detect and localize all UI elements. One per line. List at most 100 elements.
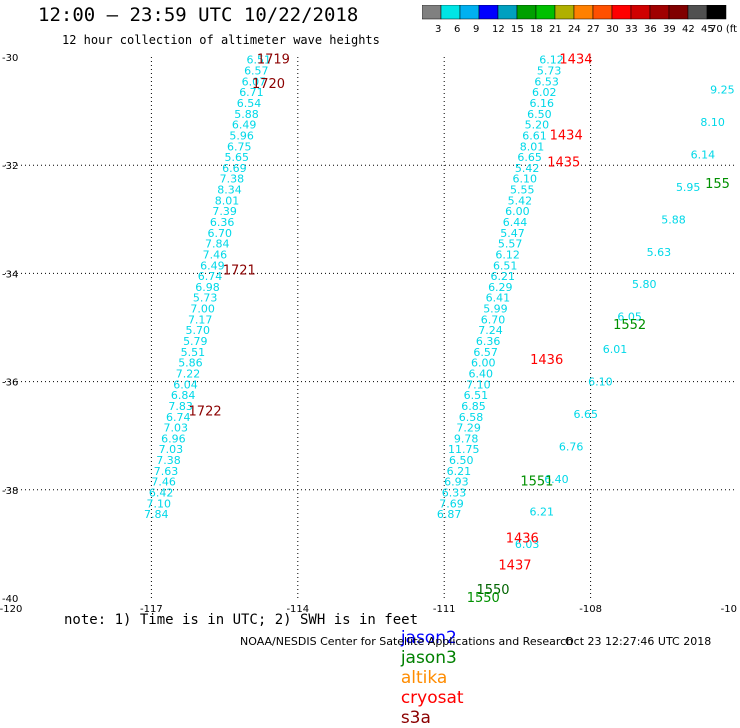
data-point-cryosat: 6.57 bbox=[244, 65, 269, 78]
data-point-jason3: 5.63 bbox=[647, 246, 672, 259]
x-tick-label: -111 bbox=[433, 604, 456, 615]
data-point-cryosat: 7.03 bbox=[164, 422, 189, 435]
data-point-s3a: 6.12 bbox=[495, 248, 520, 261]
y-tick-label: -38 bbox=[2, 486, 18, 497]
data-point-cryosat: 5.73 bbox=[193, 292, 218, 305]
legend-item-cryosat: cryosat bbox=[400, 688, 464, 708]
data-point-s3a: 6.53 bbox=[534, 75, 559, 88]
data-point-jason3: 5.88 bbox=[661, 213, 686, 226]
colorbar-label: 3 bbox=[435, 24, 441, 35]
data-point-cryosat: 5.70 bbox=[186, 324, 211, 337]
colorbar-label: 45 bbox=[701, 24, 714, 35]
data-point-cryosat: 6.69 bbox=[222, 162, 247, 175]
data-point-cryosat: 8.34 bbox=[217, 184, 242, 197]
data-point-s3a: 7.69 bbox=[439, 497, 464, 510]
time-label: 1552 bbox=[613, 318, 646, 333]
colorbar-label: 9 bbox=[473, 24, 479, 35]
data-point-s3a: 6.70 bbox=[481, 313, 506, 326]
chart-title: 12:00 – 23:59 UTC 10/22/2018 bbox=[38, 4, 359, 26]
data-point-cryosat: 7.38 bbox=[156, 454, 181, 467]
data-point-cryosat: 7.17 bbox=[188, 313, 213, 326]
data-point-cryosat: 7.39 bbox=[212, 205, 237, 218]
data-point-cryosat: 6.71 bbox=[239, 86, 264, 99]
colorbar-label: 6 bbox=[454, 24, 460, 35]
data-point-jason3: 6.40 bbox=[544, 473, 569, 486]
data-point-s3a: 6.57 bbox=[473, 346, 498, 359]
altimeter-plot: -120 -117 -114 -111 -108 -10 -30 -32 -34 -36 -38 -4… bbox=[0, 53, 737, 615]
data-point-cryosat: 6.96 bbox=[161, 432, 186, 445]
time-label: 1551 bbox=[520, 475, 553, 490]
data-point-cryosat: 7.83 bbox=[168, 400, 193, 413]
data-point-cryosat: 5.96 bbox=[229, 129, 254, 142]
data-point-s3a: 6.50 bbox=[527, 108, 552, 121]
data-point-jason3: 6.03 bbox=[515, 538, 540, 551]
data-point-s3a: 7.24 bbox=[478, 324, 503, 337]
data-point-cryosat: 7.38 bbox=[220, 173, 245, 186]
data-point-jason3: 6.76 bbox=[559, 441, 584, 454]
data-point-s3a: 6.00 bbox=[471, 357, 496, 370]
data-point-s3a: 6.51 bbox=[493, 259, 518, 272]
data-point-cryosat: 6.84 bbox=[171, 389, 196, 402]
data-point-s3a: 6.93 bbox=[444, 476, 469, 489]
data-point-jason3: 6.65 bbox=[573, 408, 598, 421]
data-point-s3a: 6.12 bbox=[539, 54, 564, 67]
time-label: 1436 bbox=[530, 353, 563, 368]
data-point-cryosat: 7.84 bbox=[205, 238, 230, 251]
data-point-s3a: 8.01 bbox=[520, 140, 545, 153]
data-point-cryosat: 7.46 bbox=[203, 248, 228, 261]
time-label: 1550 bbox=[476, 583, 509, 598]
colorbar-label: 33 bbox=[625, 24, 638, 35]
data-point-s3a: 6.21 bbox=[447, 465, 472, 478]
legend-item-s3a: s3a bbox=[400, 708, 431, 728]
data-point-cryosat: 8.01 bbox=[215, 194, 240, 207]
data-point-s3a: 5.99 bbox=[483, 303, 508, 316]
data-point-cryosat: 6.04 bbox=[173, 378, 198, 391]
data-point-s3a: 5.55 bbox=[510, 184, 535, 197]
y-tick-label: -32 bbox=[2, 161, 18, 172]
x-tick-label: -120 bbox=[0, 604, 22, 615]
data-point-cryosat: 7.63 bbox=[154, 465, 179, 478]
colorbar-label: 42 bbox=[682, 24, 695, 35]
data-point-s3a: 5.42 bbox=[515, 162, 540, 175]
time-label: 1434 bbox=[559, 53, 592, 68]
data-point-jason3: 8.10 bbox=[700, 116, 725, 129]
y-tick-label: -34 bbox=[2, 269, 18, 280]
data-point-s3a: 6.87 bbox=[437, 508, 462, 521]
data-point-cryosat: 6.42 bbox=[149, 487, 174, 500]
time-label: 1722 bbox=[189, 404, 222, 419]
data-point-cryosat: 6.70 bbox=[207, 227, 232, 240]
data-point-jason3: 6.01 bbox=[603, 343, 628, 356]
time-label: 1437 bbox=[498, 559, 531, 574]
data-point-s3a: 6.65 bbox=[517, 151, 542, 164]
data-point-jason3: 5.80 bbox=[632, 278, 657, 291]
colorbar-label: 27 bbox=[587, 24, 600, 35]
data-point-s3a: 5.42 bbox=[508, 194, 533, 207]
time-label: 155 bbox=[705, 177, 730, 192]
time-label: 1721 bbox=[223, 264, 256, 279]
data-point-jason3: 6.21 bbox=[530, 505, 555, 518]
data-point-s3a: 11.75 bbox=[448, 443, 480, 456]
timestamp-text: Oct 23 12:27:46 UTC 2018 bbox=[565, 635, 712, 648]
data-point-cryosat: 5.65 bbox=[225, 151, 250, 164]
colorbar-label: 39 bbox=[663, 24, 676, 35]
data-point-cryosat: 7.00 bbox=[190, 303, 215, 316]
time-label: 1720 bbox=[252, 77, 285, 92]
data-point-s3a: 6.58 bbox=[459, 411, 484, 424]
y-tick-label: -30 bbox=[2, 53, 18, 64]
credit-text: NOAA/NESDIS Center for Satellite Applica… bbox=[240, 635, 574, 648]
data-point-jason3: 6.14 bbox=[691, 148, 716, 161]
x-tick-label: -10 bbox=[721, 604, 737, 615]
data-point-s3a: 6.51 bbox=[464, 389, 489, 402]
data-point-cryosat: 7.22 bbox=[176, 367, 201, 380]
data-point-s3a: 6.29 bbox=[488, 281, 513, 294]
legend-item-jason3: jason3 bbox=[400, 648, 457, 668]
units-note: note: 1) Time is in UTC; 2) SWH is in fe… bbox=[64, 612, 419, 628]
colorbar-label: 21 bbox=[549, 24, 562, 35]
data-point-s3a: 5.20 bbox=[525, 119, 550, 132]
x-tick-label: -117 bbox=[140, 604, 163, 615]
data-point-cryosat: 6.74 bbox=[198, 270, 223, 283]
data-point-s3a: 6.61 bbox=[522, 129, 547, 142]
data-point-s3a: 6.44 bbox=[503, 216, 528, 229]
x-tick-label: -114 bbox=[286, 604, 309, 615]
data-point-s3a: 6.36 bbox=[476, 335, 501, 348]
